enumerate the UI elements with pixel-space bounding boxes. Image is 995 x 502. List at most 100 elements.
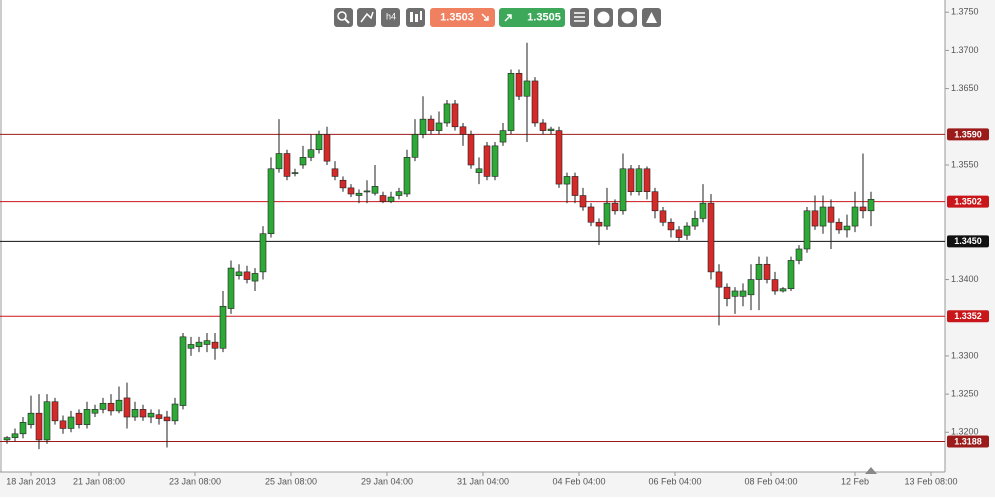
candle-body [171, 403, 179, 422]
candle-body [51, 401, 59, 422]
x-tick-label: 31 Jan 04:00 [457, 476, 509, 486]
candle-body [427, 118, 435, 131]
candle-body [483, 145, 491, 177]
candle-body [675, 229, 683, 238]
candle-body [339, 179, 347, 189]
candle-body [843, 225, 851, 231]
candle-body [83, 409, 91, 425]
candle-body [835, 221, 843, 231]
icon [337, 11, 347, 21]
candle-body [763, 263, 771, 280]
candle-body [259, 233, 267, 273]
candle-body [211, 341, 219, 349]
candle-body [811, 210, 819, 227]
time-axis-panel [0, 472, 945, 497]
candle-body [819, 206, 827, 227]
candle-body [355, 192, 363, 196]
icon [360, 11, 374, 23]
x-tick-label: 06 Feb 04:00 [648, 476, 701, 486]
candle-body [115, 399, 123, 412]
candle-body [35, 412, 43, 441]
candle-body [603, 202, 611, 227]
candle-body [859, 206, 867, 212]
candle-body [3, 437, 11, 441]
y-tick-label: 1.3250 [951, 388, 979, 398]
candle-body [523, 80, 531, 97]
candle-body [547, 128, 555, 131]
candle-body [539, 122, 547, 131]
icon [415, 14, 418, 22]
candle-body [531, 80, 539, 124]
candle-body [723, 286, 731, 299]
candle-body [651, 191, 659, 212]
levels: 1.3590 1.3502 1.3450 1.3352 1.3188 [0, 128, 989, 448]
candle-body [699, 202, 707, 219]
icon [597, 11, 610, 24]
candle-body [139, 409, 147, 418]
candle-body [147, 412, 155, 418]
candle-body [627, 168, 635, 193]
buy-price: 1.3505 [527, 11, 561, 23]
sell-button[interactable] [430, 8, 495, 27]
y-tick-label: 1.3300 [951, 350, 979, 360]
level-label: 1.3590 [954, 129, 982, 139]
candle-body [787, 260, 795, 289]
candle-body [291, 172, 299, 174]
level-label: 1.3352 [954, 311, 982, 321]
candle-body [27, 412, 35, 425]
axes: 1.3750 1.3700 1.3650 1.3550 1.3400 1.3300 1.32… [6, 7, 978, 487]
candle-body [803, 210, 811, 250]
icon [481, 13, 489, 21]
candle-body [579, 195, 587, 208]
candle-body [403, 157, 411, 195]
candle-body [443, 103, 451, 124]
candle-body [227, 267, 235, 309]
x-tick-label: 12 Feb [841, 476, 869, 486]
candle-body [331, 168, 339, 177]
candle-body [67, 416, 75, 429]
candle-body [163, 416, 171, 422]
candle-body [131, 409, 139, 418]
candle-body [683, 225, 691, 236]
candle-body [91, 409, 99, 414]
candle-body [635, 168, 643, 193]
candle-body [299, 157, 307, 166]
level-tag [947, 435, 989, 448]
timeframe-button[interactable] [381, 8, 400, 27]
candle-body [59, 420, 67, 429]
candle-body [611, 202, 619, 212]
candle-body [387, 196, 395, 202]
candle-body [747, 279, 755, 296]
candle-body [235, 271, 243, 277]
level-label: 1.3188 [954, 436, 982, 446]
candle-body [851, 206, 859, 227]
candle-body [795, 248, 803, 261]
icon [646, 12, 657, 23]
toolbar: h4 1.3503 1.3505 [334, 8, 661, 27]
x-tick-label: 25 Jan 08:00 [265, 476, 317, 486]
buy-button[interactable] [499, 8, 565, 27]
candle-body [667, 221, 675, 231]
candle-body [771, 279, 779, 292]
candle-body [123, 397, 131, 418]
y-tick-label: 1.3550 [951, 159, 979, 169]
candle-body [643, 168, 651, 193]
candles [3, 42, 875, 450]
candle-body [555, 130, 563, 185]
candle-body [19, 422, 27, 435]
level-tag [947, 128, 989, 141]
candle-body [467, 134, 475, 166]
candle-body [267, 168, 275, 235]
candle-body [307, 149, 315, 158]
zoom-button[interactable] [334, 8, 353, 27]
tools-button[interactable] [357, 8, 376, 27]
candle-body [827, 206, 835, 223]
icon [621, 11, 634, 24]
candle-body [435, 122, 443, 131]
candle-body [475, 168, 483, 173]
candle-body [347, 187, 355, 195]
candle-body [499, 130, 507, 143]
icon [410, 12, 413, 22]
candle-body [371, 186, 379, 194]
